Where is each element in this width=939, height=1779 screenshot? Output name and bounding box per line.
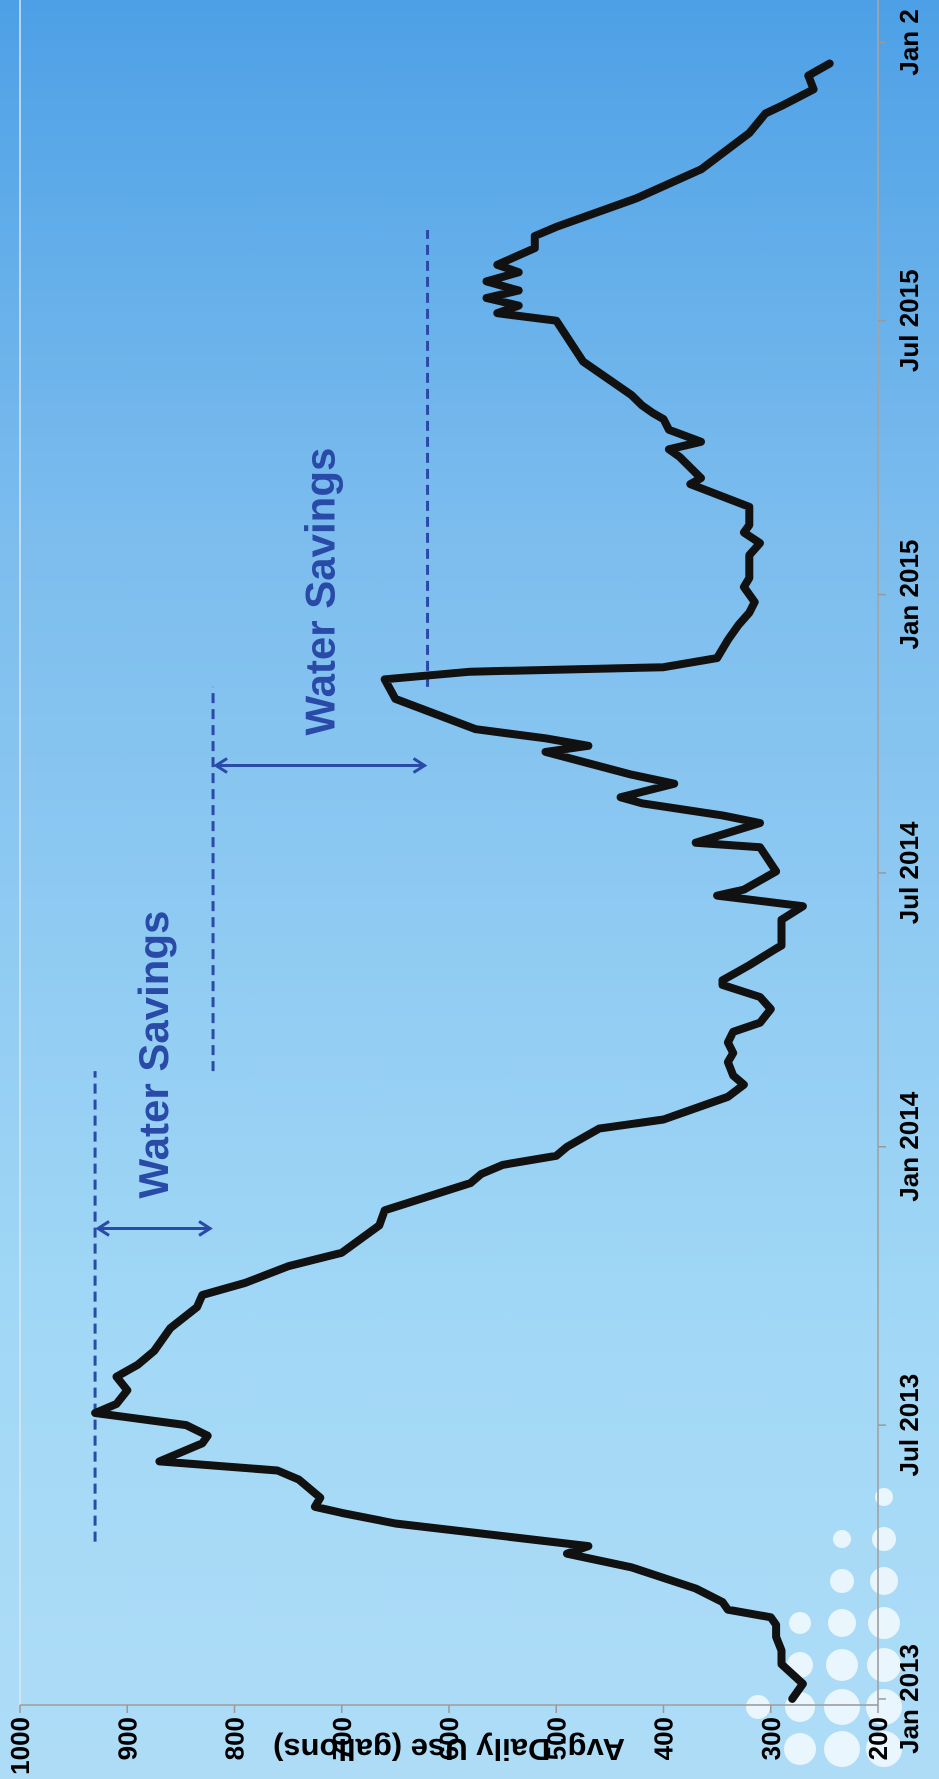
plot-area: [20, 0, 878, 1705]
plot-border: [20, 0, 878, 1705]
annotations: Water Savings Water Savings: [98, 448, 424, 1236]
x-tick-label: Jan 2: [894, 9, 924, 76]
x-tick-label: Jul 2013: [894, 1374, 924, 1477]
series-line: [95, 64, 830, 1699]
water-savings-annotation: Water Savings: [216, 448, 424, 773]
x-tick-label: Jan 2014: [894, 1091, 924, 1201]
water-savings-label: Water Savings: [296, 448, 343, 736]
x-tick-label: Jan 2013: [894, 1644, 924, 1754]
reference-lines: [95, 230, 427, 1542]
y-axis-title: Avg. Daily Use (gallons): [273, 1732, 625, 1767]
series-layer: [95, 64, 830, 1699]
x-tick-label: Jan 2015: [894, 540, 924, 650]
y-tick-label: 800: [220, 1717, 250, 1760]
y-tick-label: 300: [756, 1717, 786, 1760]
y-tick-label: 1000: [5, 1717, 35, 1775]
y-tick-label: 200: [863, 1717, 893, 1760]
y-tick-label: 900: [112, 1717, 142, 1760]
y-tick-label: 400: [649, 1717, 679, 1760]
x-tick-label: Jul 2014: [894, 821, 924, 924]
water-savings-label: Water Savings: [130, 911, 177, 1199]
x-tick-label: Jul 2015: [894, 269, 924, 372]
water-savings-annotation: Water Savings: [98, 911, 210, 1236]
